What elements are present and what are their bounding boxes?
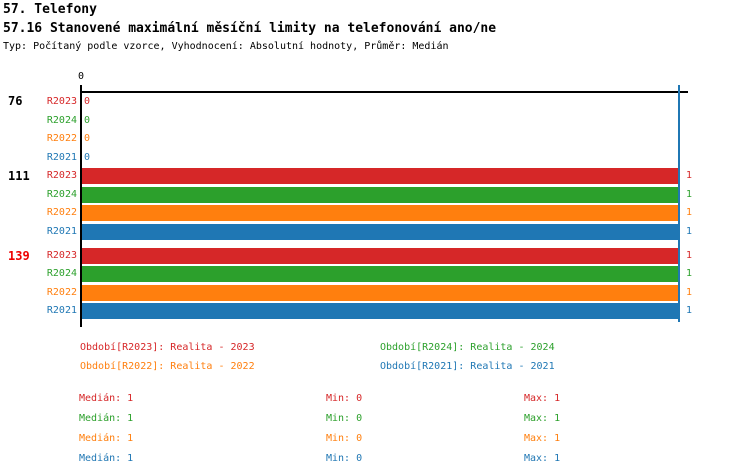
bar [82, 224, 678, 240]
series-label: R2024 [46, 189, 77, 200]
stat-min: Min: 0 [326, 413, 363, 424]
bar-row: R2024 0 [0, 115, 750, 126]
bar-value: 1 [686, 170, 693, 181]
stat-median: Medián: 1 [79, 453, 134, 464]
bar-value: 1 [686, 226, 693, 237]
stat-median: Medián: 1 [79, 393, 134, 404]
bar-value: 0 [84, 152, 91, 163]
bar-value: 1 [686, 287, 693, 298]
stat-max: Max: 1 [524, 393, 561, 404]
bar [82, 205, 678, 221]
axis-origin-label: 0 [77, 71, 85, 82]
series-label: R2023 [46, 96, 77, 107]
bar-row: R2022 1 [0, 205, 750, 221]
bar-value: 0 [84, 133, 91, 144]
y-axis-line [80, 85, 82, 327]
stat-median: Medián: 1 [79, 433, 134, 444]
legend-item: Období[R2021]: Realita - 2021 [380, 361, 555, 372]
legend-item: Období[R2022]: Realita - 2022 [80, 361, 255, 372]
bar-row: R2021 1 [0, 224, 750, 240]
bar-row: R2021 1 [0, 303, 750, 319]
chart-subtitle: 57.16 Stanovené maximální měsíční limity… [3, 21, 497, 36]
page-title: 57. Telefony [3, 2, 97, 17]
bar-row: R2024 1 [0, 187, 750, 203]
bar-row: R2023 1 [0, 168, 750, 184]
stat-median: Medián: 1 [79, 413, 134, 424]
bar-row: R2022 1 [0, 285, 750, 301]
bar-value: 1 [686, 207, 693, 218]
series-label: R2023 [46, 250, 77, 261]
group-label: 139 [8, 249, 30, 263]
bar [82, 168, 678, 184]
stat-min: Min: 0 [326, 433, 363, 444]
stat-max: Max: 1 [524, 453, 561, 464]
bar [82, 187, 678, 203]
group-label: 76 [8, 94, 23, 108]
bar-row: R2021 0 [0, 152, 750, 163]
bar-value: 1 [686, 305, 693, 316]
bar-value: 0 [84, 96, 91, 107]
bar-row: R2022 0 [0, 133, 750, 144]
bar [82, 285, 678, 301]
legend-item: Období[R2024]: Realita - 2024 [380, 342, 555, 353]
bar-row: R2023 0 [0, 96, 750, 107]
legend-item: Období[R2023]: Realita - 2023 [80, 342, 255, 353]
series-label: R2021 [46, 305, 77, 316]
stat-max: Max: 1 [524, 413, 561, 424]
bar [82, 303, 678, 319]
bar-value: 1 [686, 250, 693, 261]
series-label: R2022 [46, 207, 77, 218]
bar-value: 1 [686, 189, 693, 200]
max-limit-line [678, 85, 680, 322]
stat-min: Min: 0 [326, 393, 363, 404]
series-label: R2021 [46, 152, 77, 163]
stat-max: Max: 1 [524, 433, 561, 444]
stat-min: Min: 0 [326, 453, 363, 464]
series-label: R2024 [46, 268, 77, 279]
bar-value: 1 [686, 268, 693, 279]
group-label: 111 [8, 169, 30, 183]
bar [82, 266, 678, 282]
top-axis-line [80, 91, 688, 93]
bar-value: 0 [84, 115, 91, 126]
series-label: R2022 [46, 133, 77, 144]
series-label: R2022 [46, 287, 77, 298]
series-label: R2024 [46, 115, 77, 126]
bar-row: R2024 1 [0, 266, 750, 282]
chart-meta: Typ: Počítaný podle vzorce, Vyhodnocení:… [3, 41, 449, 52]
series-label: R2021 [46, 226, 77, 237]
bar [82, 248, 678, 264]
series-label: R2023 [46, 170, 77, 181]
bar-row: R2023 1 [0, 248, 750, 264]
